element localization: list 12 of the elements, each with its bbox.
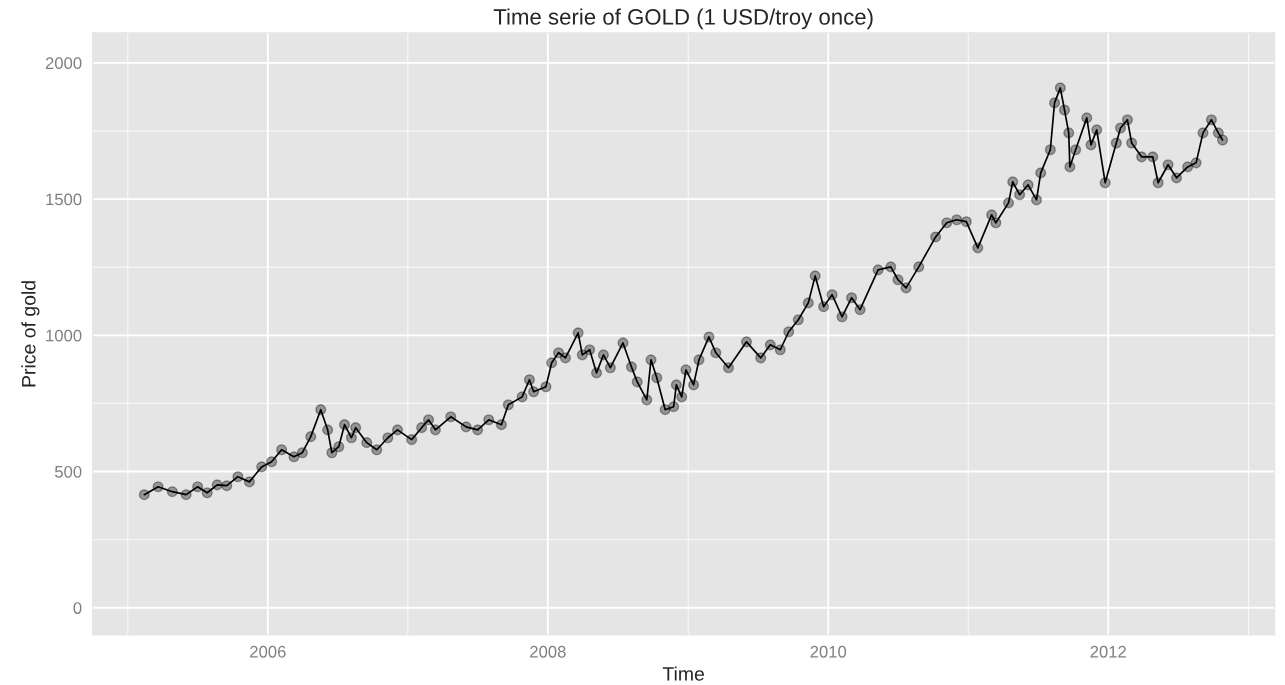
y-tick-label: 1500 bbox=[46, 193, 82, 206]
x-tick-label: 2010 bbox=[810, 645, 847, 658]
x-axis-title: Time bbox=[662, 666, 704, 681]
y-axis-title: Price of gold bbox=[21, 281, 40, 387]
x-tick-label: 2012 bbox=[1090, 645, 1126, 658]
y-tick-label: 500 bbox=[54, 465, 82, 478]
y-tick-label: 1000 bbox=[46, 329, 82, 342]
x-tick-label: 2008 bbox=[530, 645, 566, 658]
x-tick-label: 2006 bbox=[250, 645, 286, 658]
chart-title: Time serie of GOLD (1 USD/troy once) bbox=[493, 8, 873, 30]
y-tick-label: 2000 bbox=[45, 57, 82, 70]
y-tick-label: 0 bbox=[73, 602, 82, 614]
